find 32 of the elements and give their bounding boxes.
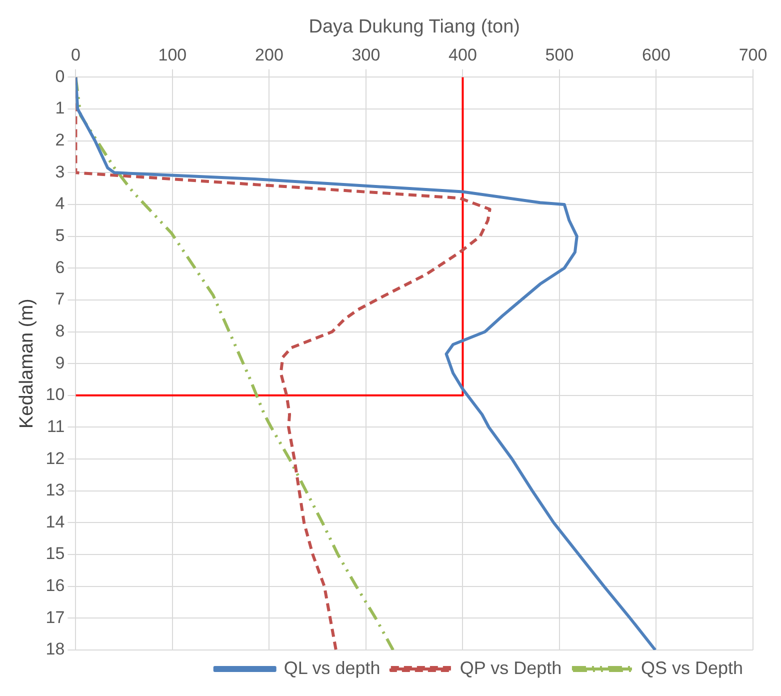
y-tick-label: 13 — [46, 480, 65, 500]
y-tick-label: 17 — [46, 608, 65, 627]
x-tick-label: 400 — [448, 46, 477, 65]
y-tick-label: 2 — [55, 130, 65, 150]
x-tick-label: 300 — [352, 46, 380, 65]
x-tick-label: 500 — [545, 46, 574, 65]
y-tick-label: 0 — [55, 66, 65, 86]
x-tick-label: 100 — [158, 46, 187, 65]
x-tick-label: 200 — [255, 46, 284, 65]
y-tick-label: 16 — [46, 576, 65, 596]
y-axis-title: Kedalaman (m) — [16, 298, 38, 429]
y-tick-label: 12 — [46, 448, 65, 468]
y-tick-label: 4 — [55, 194, 65, 214]
x-axis-title: Daya Dukung Tiang (ton) — [308, 16, 520, 38]
legend-label: QP vs Depth — [460, 658, 562, 678]
y-tick-label: 14 — [46, 512, 65, 532]
x-tick-label: 600 — [642, 46, 670, 65]
y-tick-label: 3 — [55, 162, 65, 182]
y-tick-label: 11 — [47, 416, 65, 436]
y-tick-label: 6 — [55, 258, 65, 277]
x-tick-label: 700 — [738, 46, 768, 65]
y-tick-label: 9 — [55, 353, 65, 372]
y-tick-label: 1 — [55, 98, 65, 118]
y-tick-label: 10 — [46, 385, 65, 404]
y-tick-label: 18 — [46, 640, 65, 659]
legend-label: QS vs Depth — [640, 658, 744, 678]
x-tick-label: 0 — [70, 46, 80, 65]
y-tick-label: 15 — [46, 544, 65, 564]
y-tick-label: 5 — [55, 226, 65, 245]
y-tick-label: 8 — [55, 321, 65, 340]
y-tick-label: 7 — [55, 290, 65, 309]
legend-label: QL vs depth — [284, 658, 380, 678]
